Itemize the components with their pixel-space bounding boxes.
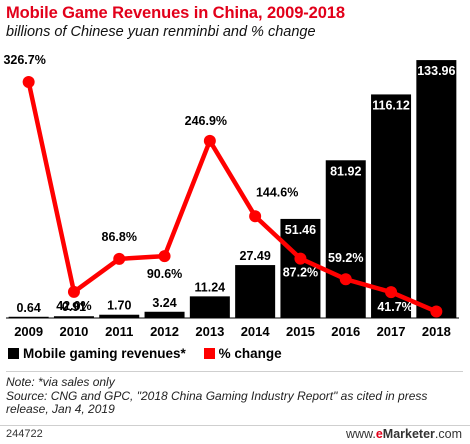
- change-value-label-2018: 15.4%: [419, 287, 454, 301]
- legend-swatch-change: [203, 348, 215, 359]
- legend-label-change: % change: [218, 346, 282, 361]
- chart-plot: 0.64 0.91 1.70 3.24 11.24 27.49 51.46 81.92 116.…: [3, 53, 459, 339]
- x-tick-label-2017: 2017: [377, 324, 406, 339]
- x-tick-label-2012: 2012: [150, 324, 179, 339]
- change-point-2015: [294, 252, 307, 265]
- x-tick-label-2009: 2009: [14, 324, 43, 339]
- change-point-2014: [249, 210, 262, 223]
- chart-notes: Note: *via sales only Source: CNG and GP…: [6, 375, 461, 417]
- x-tick-label-2015: 2015: [286, 324, 315, 339]
- brand-prefix: www.: [345, 427, 376, 441]
- change-point-2012: [158, 250, 171, 263]
- change-value-label-2010: 42.0%: [56, 299, 91, 313]
- x-tick-label-2013: 2013: [195, 324, 224, 339]
- legend-item-change: % change: [203, 346, 282, 361]
- bar-2010: [53, 316, 94, 318]
- bar-2016: [325, 160, 366, 318]
- bar-2009: [8, 316, 49, 318]
- chart-note: Note: *via sales only: [6, 375, 115, 389]
- bar-value-label-2016: 81.92: [330, 164, 361, 178]
- change-point-2016: [339, 273, 352, 286]
- x-tick-label-2011: 2011: [105, 324, 133, 339]
- legend-item-revenues: Mobile gaming revenues*: [8, 346, 186, 361]
- brand-logo: www.eMarketer.com: [346, 427, 462, 441]
- change-point-2018: [430, 305, 443, 318]
- change-line: [26, 81, 438, 314]
- brand-e: e: [375, 427, 383, 441]
- chart-id: 244722: [6, 428, 43, 440]
- change-point-2013: [203, 134, 216, 147]
- change-point-2009: [22, 76, 35, 88]
- bar-value-label-2017: 116.12: [372, 98, 410, 112]
- change-value-label-2014: 144.6%: [256, 185, 298, 199]
- change-point-2011: [113, 252, 126, 265]
- chart-subtitle: billions of Chinese yuan renminbi and % …: [6, 24, 316, 40]
- bar-value-label-2015: 51.46: [285, 223, 316, 237]
- bar-value-label-2013: 11.24: [195, 280, 226, 294]
- bar-value-label-2014: 27.49: [240, 249, 271, 263]
- divider: [6, 371, 463, 372]
- x-tick-label-2010: 2010: [59, 324, 88, 339]
- x-tick-label-2016: 2016: [331, 324, 360, 339]
- chart-source: Source: CNG and GPC, "2018 China Gaming …: [6, 388, 428, 416]
- bar-2014: [235, 265, 276, 318]
- change-value-label-2013: 246.9%: [185, 114, 227, 128]
- x-tick-label-2014: 2014: [241, 324, 271, 339]
- chart-legend: Mobile gaming revenues* % change: [8, 346, 296, 362]
- change-value-label-2016: 59.2%: [328, 251, 363, 265]
- legend-label-revenues: Mobile gaming revenues*: [23, 346, 186, 361]
- bar-2017: [371, 94, 412, 318]
- bar-2013: [189, 296, 230, 318]
- bar-value-label-2018: 133.96: [417, 64, 455, 78]
- change-point-2017: [385, 286, 398, 299]
- legend-swatch-revenues: [8, 348, 19, 359]
- bar-2018: [416, 60, 457, 318]
- bar-2015: [280, 218, 321, 318]
- change-value-label-2011: 86.8%: [102, 230, 137, 244]
- brand-name: Marketer: [382, 427, 435, 441]
- bar-2011: [99, 314, 140, 318]
- bar-value-label-2011: 1.70: [107, 299, 131, 313]
- change-value-label-2015: 87.2%: [283, 266, 318, 280]
- bar-value-label-2012: 3.24: [152, 296, 176, 310]
- chart-title: Mobile Game Revenues in China, 2009-2018: [6, 4, 345, 22]
- change-value-label-2017: 41.7%: [377, 300, 412, 314]
- footer-divider: [0, 425, 470, 426]
- bar-value-label-2010: 0.91: [62, 300, 86, 314]
- bar-2012: [144, 311, 185, 318]
- x-tick-label-2018: 2018: [422, 324, 451, 339]
- bar-value-label-2009: 0.64: [16, 301, 40, 315]
- change-point-2010: [67, 285, 80, 298]
- change-value-label-2009: 326.7%: [3, 53, 45, 67]
- brand-suffix: .com: [434, 427, 462, 441]
- change-value-label-2012: 90.6%: [147, 267, 182, 281]
